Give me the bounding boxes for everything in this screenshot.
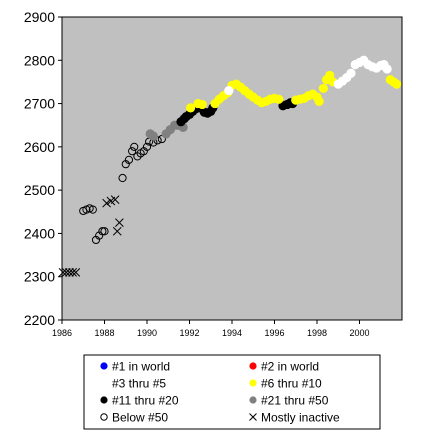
- x-tick-label: 1998: [307, 328, 327, 338]
- legend-entry-below-50: Below #50: [100, 411, 168, 425]
- plot-area: [61, 16, 403, 321]
- legend-marker: [249, 379, 257, 387]
- data-point: [382, 64, 392, 74]
- legend-label: #1 in world: [112, 360, 170, 374]
- data-point: [112, 226, 122, 236]
- y-tick-label: 2900: [24, 9, 55, 25]
- legend-label: #3 thru #5: [112, 377, 166, 391]
- legend-label: #2 in world: [261, 360, 319, 374]
- legend-entry-11-thru-20: #11 thru #20: [100, 394, 179, 408]
- legend-entry-3-thru-5: #3 thru #5: [100, 377, 166, 391]
- data-point: [130, 142, 139, 151]
- y-tick-label: 2300: [24, 269, 55, 285]
- x-tick-label: 2000: [349, 328, 369, 338]
- series-6-thru-10: [185, 70, 402, 113]
- y-tick-label: 2800: [24, 52, 55, 68]
- legend-entry-21-thru-50: #21 thru #50: [249, 394, 329, 408]
- legend-entry-2-in-world: #2 in world: [249, 360, 319, 374]
- legend-box: [83, 354, 381, 430]
- series-below-50: [79, 134, 166, 245]
- data-point: [98, 227, 107, 236]
- data-points: [58, 55, 402, 277]
- y-tick-label: 2200: [24, 312, 55, 328]
- legend-marker: [100, 396, 108, 404]
- data-point: [118, 173, 127, 183]
- x-tick-label: 1992: [179, 328, 199, 338]
- data-point: [224, 85, 234, 96]
- data-point: [314, 96, 324, 107]
- x-tick-label: 1994: [222, 328, 242, 338]
- y-tick-label: 2600: [24, 139, 55, 155]
- data-point: [185, 103, 196, 113]
- data-point: [318, 83, 328, 94]
- data-point: [110, 195, 120, 205]
- legend-entry-1-in-world: #1 in world: [100, 360, 170, 374]
- legend-marker: [249, 362, 257, 370]
- legend-label: #11 thru #20: [112, 394, 179, 408]
- data-point: [100, 227, 109, 236]
- x-tick-label: 1986: [52, 328, 72, 338]
- legend-entry-6-thru-10: #6 thru #10: [249, 377, 322, 391]
- legend-label: #21 thru #50: [261, 394, 329, 408]
- data-point: [115, 218, 124, 227]
- data-point: [58, 268, 68, 277]
- legend-marker: [100, 379, 108, 387]
- legend-label: #6 thru #10: [261, 377, 322, 391]
- data-point: [71, 268, 81, 277]
- x-tick-label: 1996: [264, 328, 284, 338]
- legend-marker: [100, 362, 108, 370]
- y-axis: 2200 2300 2400 2500 2600 2700 2800 2900: [24, 9, 62, 328]
- series-3-thru-5: [224, 55, 392, 96]
- y-tick-label: 2500: [24, 182, 55, 198]
- data-point: [124, 155, 134, 164]
- data-point: [142, 142, 152, 151]
- x-tick-label: 1988: [94, 328, 114, 338]
- data-point: [346, 68, 356, 78]
- data-point: [128, 147, 137, 156]
- legend-label: Mostly inactive: [261, 411, 340, 425]
- x-tick-label: 1990: [137, 328, 157, 338]
- y-tick-label: 2400: [24, 225, 55, 241]
- legend: #1 in world #2 in world #3 thru #5 #6 thru …: [83, 354, 381, 430]
- data-point: [392, 79, 402, 89]
- data-point: [197, 99, 207, 110]
- data-point: [88, 205, 97, 214]
- series-mostly-inactive: [58, 195, 124, 277]
- y-tick-label: 2700: [24, 96, 55, 112]
- data-point: [274, 94, 284, 104]
- data-point: [148, 131, 158, 141]
- data-point: [68, 268, 77, 277]
- data-point: [61, 268, 71, 277]
- legend-entry-mostly-inactive: Mostly inactive: [249, 411, 340, 425]
- data-point: [102, 198, 111, 208]
- legend-marker: [249, 413, 257, 421]
- legend-marker: [249, 396, 257, 404]
- data-point: [65, 268, 74, 277]
- legend-label: Below #50: [112, 411, 168, 425]
- x-axis: 1986 1988 1990 1992 1994 1996 1998 2000: [52, 320, 370, 338]
- legend-marker: [100, 413, 108, 421]
